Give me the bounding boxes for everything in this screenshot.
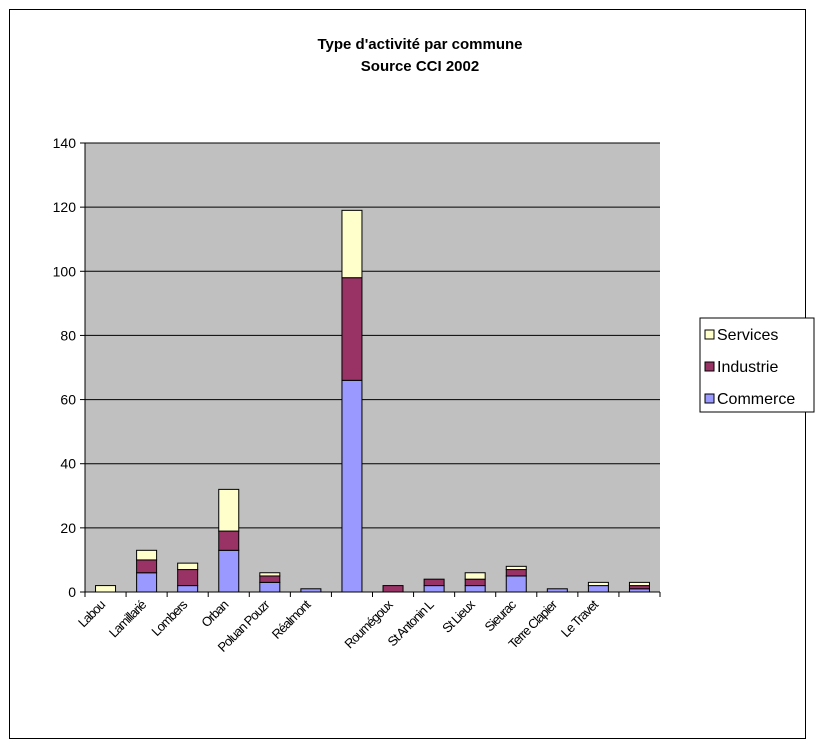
- bar-segment: [95, 585, 117, 593]
- bar-segment: [136, 572, 158, 593]
- y-tick-label: 40: [60, 456, 76, 472]
- y-tick-label: 0: [68, 584, 76, 600]
- plot-area: [85, 143, 660, 592]
- y-tick-label: 80: [60, 327, 76, 343]
- chart-title: Type d'activité par commune: [317, 36, 522, 53]
- bar-segment: [177, 569, 199, 587]
- legend-label: Industrie: [717, 359, 778, 376]
- bar-segment: [259, 581, 281, 593]
- bar-segment: [341, 379, 363, 593]
- legend-swatch: [704, 361, 715, 372]
- bar-segment: [341, 209, 363, 279]
- bar-segment: [177, 562, 199, 571]
- bar-segment: [136, 559, 158, 574]
- bar-segment: [259, 575, 281, 583]
- legend-swatch: [704, 393, 715, 404]
- y-tick-label: 100: [53, 263, 77, 279]
- legend-label: Commerce: [717, 391, 795, 408]
- chart-subtitle: Source CCI 2002: [361, 58, 479, 75]
- bar-segment: [464, 572, 486, 580]
- bar-segment: [423, 585, 445, 593]
- bar-segment: [136, 549, 158, 561]
- y-tick-label: 60: [60, 392, 76, 408]
- legend-label: Services: [717, 327, 778, 344]
- bar-segment: [300, 588, 322, 593]
- bar-segment: [218, 549, 240, 593]
- y-tick-label: 20: [60, 520, 76, 536]
- bar-segment: [505, 575, 527, 593]
- bar-segment: [546, 588, 568, 593]
- bar-segment: [505, 565, 527, 571]
- bar-segment: [177, 585, 199, 593]
- bar-segment: [259, 572, 281, 577]
- bar-segment: [423, 578, 445, 587]
- bar-segment: [628, 581, 650, 587]
- bar-segment: [218, 530, 240, 551]
- legend-swatch: [704, 329, 715, 340]
- bar-segment: [587, 581, 609, 587]
- bar-segment: [341, 277, 363, 381]
- bar-segment: [218, 488, 240, 532]
- legend-box: [699, 317, 815, 413]
- y-tick-label: 140: [53, 135, 77, 151]
- bar-segment: [505, 569, 527, 577]
- bar-segment: [587, 585, 609, 593]
- bar-segment: [382, 585, 404, 593]
- bar-segment: [464, 578, 486, 587]
- bar-segment: [464, 585, 486, 593]
- y-tick-label: 120: [53, 199, 77, 215]
